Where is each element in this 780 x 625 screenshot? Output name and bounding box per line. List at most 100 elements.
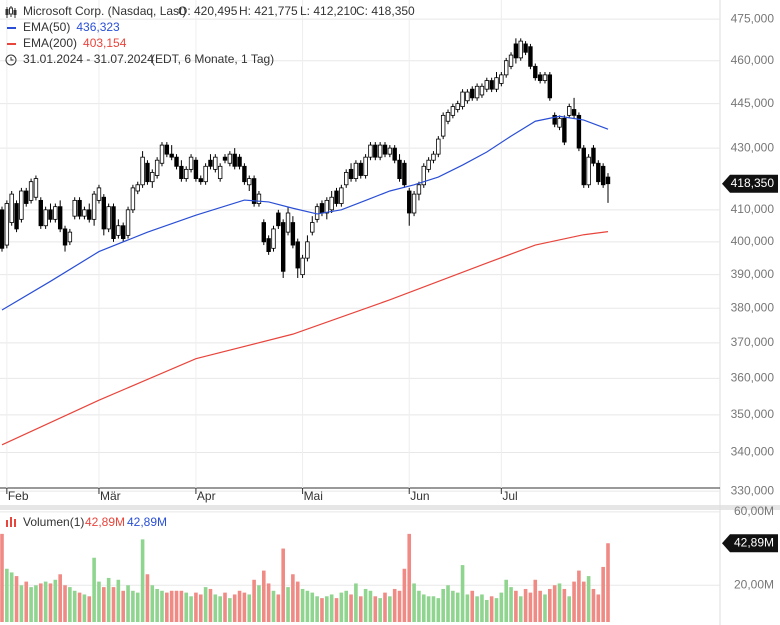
candle-body (353, 162, 359, 179)
y-tick-label: 475,000 (731, 11, 775, 25)
candle-body (159, 144, 165, 164)
candle-body (503, 60, 509, 76)
volume-bar (407, 533, 412, 622)
candle-body (567, 106, 572, 116)
volume-bar (606, 543, 610, 622)
volume-bar (184, 592, 189, 622)
candle-body (547, 74, 553, 99)
candle-body (24, 190, 29, 204)
volume-legend-value: 42,89M (85, 515, 125, 529)
volume-bar (421, 594, 426, 622)
volume-bar (586, 576, 591, 622)
volume-bar (548, 588, 552, 622)
panel-separator (0, 505, 780, 510)
volume-bar (53, 579, 58, 622)
candle-body (387, 147, 393, 155)
candle-body (208, 159, 213, 167)
volume-bar (218, 596, 222, 622)
volume-bar (165, 592, 169, 622)
volume-bar (232, 594, 237, 622)
volume-bar (48, 583, 53, 622)
volume-bar (349, 594, 353, 622)
candle-body (285, 212, 291, 233)
x-tick-label: Feb (8, 489, 29, 503)
candle-body (57, 206, 63, 230)
candle-body (33, 178, 39, 198)
y-tick-label: 460,000 (731, 53, 775, 67)
candle-body (295, 241, 300, 269)
candle-body (411, 193, 417, 214)
volume-bars (0, 533, 610, 622)
volume-bar (504, 579, 508, 622)
volume-bar (29, 587, 33, 622)
y-tick-label: 430,000 (731, 140, 775, 154)
volume-bar (261, 570, 266, 622)
volume-bar (509, 587, 513, 622)
candle-body (38, 199, 43, 227)
y-tick-label: 380,000 (731, 300, 775, 314)
volume-bar (291, 574, 295, 622)
candle-body (290, 222, 296, 246)
volume-bar (92, 557, 96, 622)
volume-bar (24, 581, 29, 622)
y-tick-label: 360,000 (731, 371, 775, 385)
volume-bar (460, 565, 465, 622)
volume-bar (431, 596, 436, 622)
candle-body (261, 222, 266, 243)
volume-bar (329, 594, 334, 622)
candle-body (43, 209, 48, 227)
candle-body (169, 153, 174, 158)
ohlc-low: L: 412,210 (300, 4, 357, 18)
candle-body (67, 231, 73, 243)
volume-bar (126, 585, 130, 622)
x-tick-label: Jul (502, 489, 517, 503)
y-tick-label: 445,000 (731, 96, 775, 110)
candle-body (537, 74, 543, 81)
volume-bar (358, 596, 363, 622)
ema-line (1, 231, 609, 446)
candle-body (213, 156, 218, 170)
candle-body (256, 193, 262, 204)
volume-bar (286, 587, 290, 622)
x-tick-label: Mai (304, 489, 323, 503)
candle-body (130, 187, 136, 211)
volume-bar (392, 588, 397, 622)
volume-bar (523, 588, 528, 622)
volume-bar (223, 592, 227, 622)
volume-bar (572, 581, 576, 622)
legend-label: EMA(50) (23, 20, 70, 34)
ohlc-open: O: 420,495 (178, 4, 238, 18)
y-tick-label: 350,000 (731, 407, 775, 421)
candle-body (242, 165, 247, 183)
volume-bar (378, 598, 382, 622)
volume-bar (494, 598, 499, 622)
volume-bar (528, 592, 533, 622)
candle-body (450, 106, 456, 116)
candle-body (135, 184, 140, 192)
volume-bar (441, 588, 445, 622)
volume-bar (116, 579, 121, 622)
candle-body (116, 225, 121, 236)
volume-bar (499, 592, 504, 622)
volume-bar (388, 596, 392, 622)
candle-body (528, 46, 533, 67)
ohlc-high: H: 421,775 (239, 4, 298, 18)
volume-bar (140, 539, 145, 622)
volume-bar (189, 596, 193, 622)
candle-body (397, 159, 402, 179)
volume-bar (368, 590, 373, 622)
volume-bar (14, 576, 19, 622)
volume-bar (203, 587, 208, 622)
candle-body (440, 114, 446, 137)
title: Microsoft Corp. (Nasdaq, Last) (23, 4, 186, 18)
candle-body (392, 147, 397, 161)
volume-bar (538, 590, 542, 622)
volume-bar (363, 588, 368, 622)
candle-body (305, 241, 310, 259)
volume-tick-label: 60,00M (734, 504, 774, 518)
volume-bar (150, 585, 155, 622)
labels: 330,000 340,000 350,000 360,000 370,000 380,0… (6, 11, 778, 591)
volume-bar (412, 583, 416, 622)
volume-bar (34, 585, 38, 622)
